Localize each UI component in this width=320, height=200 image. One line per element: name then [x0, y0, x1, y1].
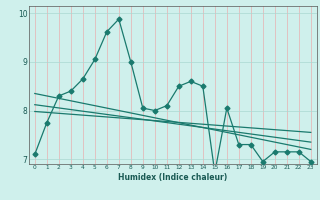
X-axis label: Humidex (Indice chaleur): Humidex (Indice chaleur) — [118, 173, 228, 182]
